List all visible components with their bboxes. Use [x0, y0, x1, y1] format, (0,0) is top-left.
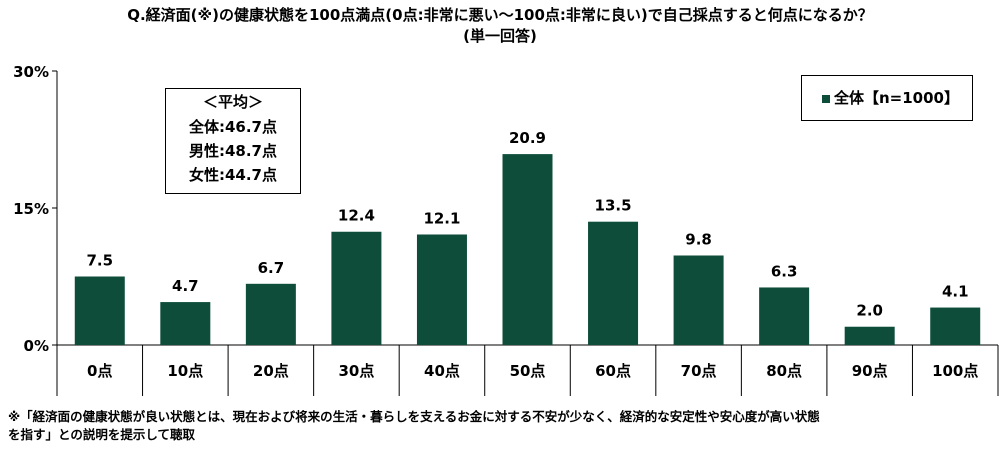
bar-value-label: 12.4 [338, 207, 375, 225]
category-label: 30点 [338, 362, 374, 380]
chart-title: Q.経済面(※)の健康状態を100点満点(0点:非常に悪い～100点:非常に良い… [127, 6, 873, 24]
footnote-line-1: ※「経済面の健康状態が良い状態とは、現在および将来の生活・暮らしを支えるお金に対… [8, 409, 820, 424]
bar [416, 234, 467, 345]
category-label: 20点 [253, 362, 289, 380]
bar-value-label: 7.5 [86, 252, 113, 270]
bar [245, 283, 296, 345]
bar-value-label: 20.9 [509, 129, 546, 147]
footnote-line-2: を指す」との説明を提示して聴取 [8, 427, 196, 442]
category-label: 60点 [595, 362, 631, 380]
category-label: 50点 [510, 362, 546, 380]
average-box: ＜平均＞ 全体:46.7点 男性:48.7点 女性:44.7点 [165, 88, 301, 194]
bar [588, 221, 639, 345]
average-total: 全体:46.7点 [188, 118, 277, 136]
category-label: 100点 [932, 362, 978, 380]
bar-value-label: 6.7 [258, 259, 285, 277]
category-label: 70点 [681, 362, 717, 380]
bar-value-label: 9.8 [685, 230, 712, 248]
bar-value-label: 13.5 [595, 197, 632, 215]
legend-label: 全体【n=1000】 [834, 89, 959, 107]
legend: 全体【n=1000】 [801, 75, 973, 121]
category-label: 90点 [852, 362, 888, 380]
category-label: 10点 [167, 362, 203, 380]
category-label: 40点 [424, 362, 460, 380]
bar-value-label: 12.1 [423, 209, 460, 227]
bar [331, 231, 382, 345]
bar [160, 302, 211, 345]
y-tick-label: 0% [24, 337, 49, 355]
y-tick-label: 15% [13, 200, 49, 218]
bar [74, 276, 125, 345]
bar-value-label: 4.1 [942, 283, 969, 301]
bar [673, 255, 724, 345]
category-label: 80点 [766, 362, 802, 380]
y-tick-label: 30% [13, 63, 49, 81]
bar [930, 307, 981, 345]
average-male: 男性:48.7点 [188, 142, 277, 160]
bar-value-label: 4.7 [172, 277, 199, 295]
category-label: 0点 [87, 362, 112, 380]
legend-swatch [822, 95, 830, 103]
bar [502, 154, 553, 345]
bar-value-label: 2.0 [856, 302, 883, 320]
bar-value-label: 6.3 [771, 262, 798, 280]
bar [759, 287, 810, 345]
average-female: 女性:44.7点 [188, 166, 277, 184]
bar [844, 326, 895, 345]
average-heading: ＜平均＞ [202, 93, 263, 111]
chart-subtitle: (単一回答) [463, 27, 537, 45]
